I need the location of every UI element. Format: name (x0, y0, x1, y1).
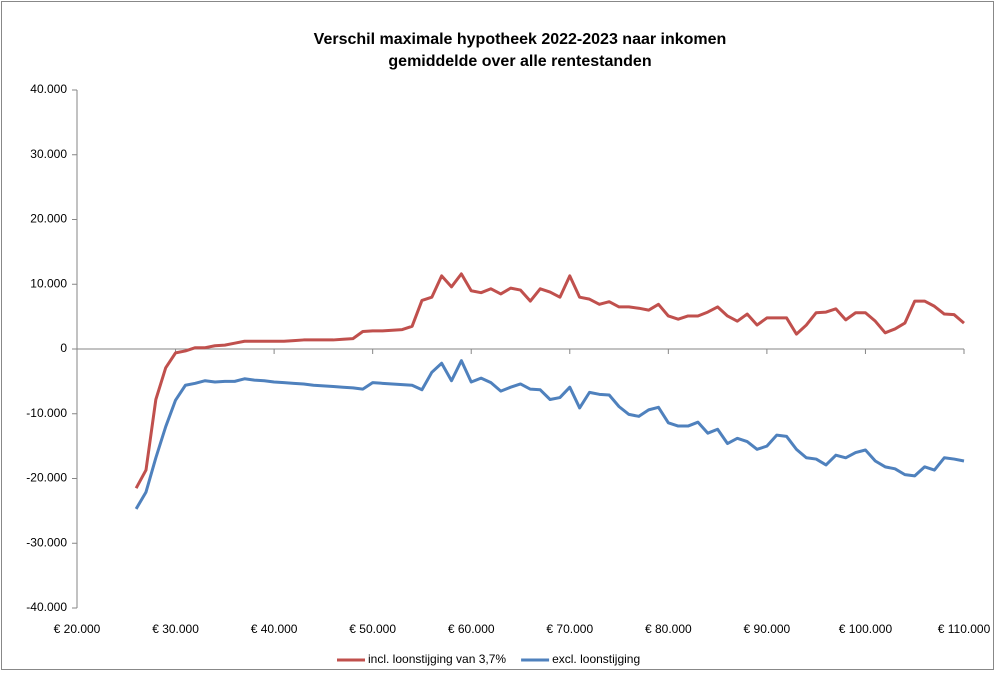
x-tick-label: € 30.000 (152, 622, 199, 636)
y-tick-label: 0 (60, 341, 67, 355)
x-tick-label: € 20.000 (54, 622, 101, 636)
y-tick-label: -20.000 (26, 471, 67, 485)
chart-title: Verschil maximale hypotheek 2022-2023 na… (314, 31, 727, 48)
y-tick-label: -40.000 (26, 600, 67, 614)
x-tick-label: € 90.000 (744, 622, 791, 636)
series-line (134, 272, 965, 489)
legend-label: excl. loonstijging (552, 652, 640, 666)
x-tick-label: € 100.000 (839, 622, 893, 636)
legend-label: incl. loonstijging van 3,7% (368, 652, 506, 666)
x-tick-label: € 80.000 (645, 622, 692, 636)
x-tick-label: € 60.000 (448, 622, 495, 636)
series-line (134, 359, 965, 510)
x-tick-label: € 40.000 (251, 622, 298, 636)
y-tick-label: 20.000 (30, 212, 67, 226)
y-tick-label: 30.000 (30, 147, 67, 161)
x-tick-label: € 50.000 (349, 622, 396, 636)
y-tick-label: 40.000 (30, 82, 67, 96)
y-tick-label: -30.000 (26, 535, 67, 549)
x-tick-label: € 110.000 (938, 622, 991, 636)
x-tick-label: € 70.000 (546, 622, 593, 636)
y-tick-label: -10.000 (26, 406, 67, 420)
chart-subtitle: gemiddelde over alle rentestanden (388, 53, 651, 70)
y-tick-label: 10.000 (30, 276, 67, 290)
